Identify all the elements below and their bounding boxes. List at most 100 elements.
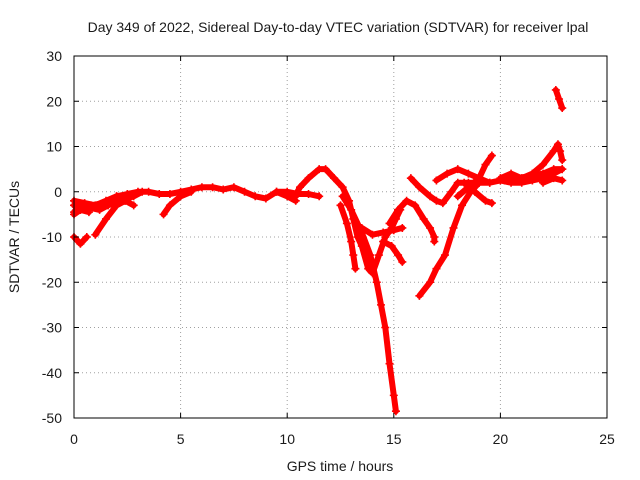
data-point-marker — [460, 178, 469, 187]
data-point-marker — [553, 140, 562, 149]
data-point-marker — [366, 251, 375, 260]
data-point-marker — [187, 187, 196, 196]
data-point-marker — [76, 205, 85, 214]
data-point-marker — [426, 223, 435, 232]
x-tick-label: 0 — [70, 431, 78, 447]
data-point-marker — [321, 165, 330, 174]
y-tick-label: -40 — [42, 365, 62, 381]
data-point-marker — [526, 171, 535, 180]
data-point-marker — [349, 251, 358, 260]
data-point-marker — [438, 199, 447, 208]
data-point-marker — [336, 201, 345, 210]
data-point-marker — [381, 323, 390, 332]
data-point-marker — [470, 187, 479, 196]
data-point-marker — [432, 176, 441, 185]
data-point-marker — [304, 190, 313, 199]
series-arc-20 — [461, 179, 495, 207]
data-point-marker — [432, 196, 441, 205]
data-point-marker — [487, 151, 496, 160]
data-point-marker — [289, 194, 298, 203]
x-tick-label: 15 — [386, 431, 402, 447]
data-point-marker — [165, 201, 174, 210]
data-point-marker — [112, 192, 121, 201]
data-point-marker — [402, 196, 411, 205]
data-point-marker — [99, 199, 108, 208]
data-point-marker — [208, 183, 217, 192]
data-point-marker — [76, 239, 85, 248]
data-point-marker — [475, 174, 484, 183]
x-tick-label: 20 — [493, 431, 509, 447]
data-point-marker — [387, 242, 396, 251]
y-tick-label: -50 — [42, 410, 62, 426]
data-point-marker — [121, 196, 130, 205]
tick-layer: 0 5 10 15 20 25 30 20 10 0 -10 -20 -30 -40 -50 — [42, 48, 615, 447]
data-point-marker — [229, 183, 238, 192]
data-point-marker — [87, 201, 96, 210]
data-point-marker — [481, 160, 490, 169]
y-tick-label: -30 — [42, 320, 62, 336]
data-point-marker — [398, 223, 407, 232]
data-point-marker — [443, 169, 452, 178]
data-point-marker — [165, 190, 174, 199]
data-point-marker — [558, 165, 567, 174]
data-point-marker — [379, 237, 388, 246]
data-point-marker — [377, 300, 386, 309]
y-tick-label: 0 — [54, 184, 62, 200]
data-point-marker — [500, 176, 509, 185]
y-tick-label: -10 — [42, 229, 62, 245]
data-point-marker — [453, 165, 462, 174]
data-point-marker — [219, 185, 228, 194]
data-point-marker — [155, 190, 164, 199]
data-point-marker — [415, 183, 424, 192]
x-tick-label: 5 — [177, 431, 185, 447]
data-point-marker — [91, 230, 100, 239]
data-point-marker — [411, 201, 420, 210]
series-arc-10 — [290, 166, 404, 277]
data-point-marker — [112, 201, 121, 210]
data-point-marker — [129, 201, 138, 210]
data-point-marker — [385, 359, 394, 368]
data-point-marker — [551, 85, 560, 94]
data-point-marker — [453, 192, 462, 201]
data-point-marker — [398, 257, 407, 266]
data-point-marker — [549, 174, 558, 183]
data-point-marker — [556, 147, 565, 156]
data-point-marker — [347, 205, 356, 214]
data-point-marker — [82, 233, 91, 241]
data-point-marker — [197, 183, 206, 192]
data-point-marker — [539, 169, 548, 178]
data-point-marker — [432, 264, 441, 273]
data-point-marker — [385, 219, 394, 228]
data-point-marker — [389, 391, 398, 400]
data-point-marker — [95, 205, 104, 214]
data-point-marker — [330, 174, 339, 183]
data-point-marker — [351, 264, 360, 273]
data-point-marker — [449, 223, 458, 232]
series-arc-13 — [358, 224, 406, 238]
data-point-marker — [357, 223, 366, 232]
series-arc-12 — [339, 193, 399, 415]
data-point-marker — [391, 407, 400, 416]
data-point-marker — [539, 160, 548, 169]
y-tick-label: 10 — [46, 139, 62, 155]
data-point-marker — [304, 174, 313, 183]
data-point-marker — [481, 196, 490, 205]
data-point-marker — [513, 174, 522, 183]
data-point-marker — [240, 187, 249, 196]
data-point-marker — [84, 208, 93, 217]
data-point-marker — [458, 201, 467, 210]
data-point-marker — [353, 233, 362, 241]
series-arc-6 — [92, 197, 129, 238]
series-arc-17 — [416, 179, 483, 299]
data-point-marker — [406, 174, 415, 183]
data-point-marker — [415, 291, 424, 300]
data-point-marker — [447, 187, 456, 196]
data-point-marker — [272, 187, 281, 196]
y-tick-label: 20 — [46, 93, 62, 109]
data-point-marker — [555, 94, 564, 103]
data-point-marker — [283, 192, 292, 201]
data-point-marker — [558, 104, 567, 113]
data-point-marker — [374, 251, 383, 260]
data-point-marker — [426, 278, 435, 287]
